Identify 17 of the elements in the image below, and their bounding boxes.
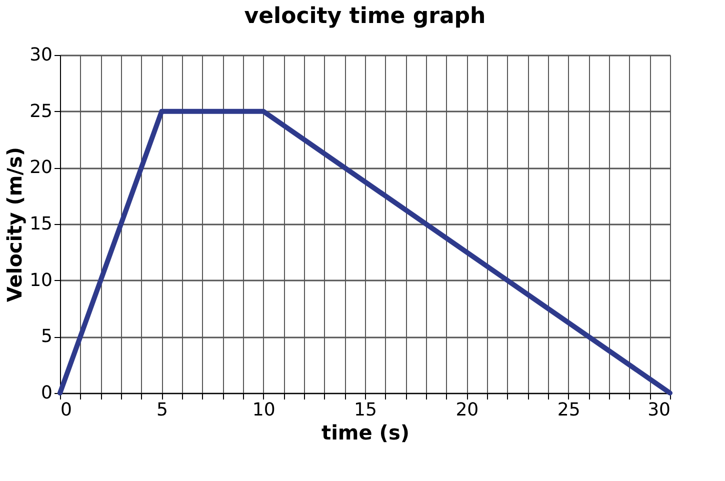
x-tick-label: 0 — [60, 400, 72, 420]
y-tick-label: 15 — [30, 214, 52, 234]
y-axis-title: Velocity (m/s) — [2, 146, 27, 302]
x-tick-label: 15 — [354, 400, 377, 420]
y-tick-label: 5 — [41, 326, 52, 348]
x-tick-label: 30 — [648, 400, 670, 420]
y-tick-label: 30 — [30, 44, 52, 66]
x-tick-label: 20 — [456, 400, 479, 420]
y-tick-label: 10 — [30, 270, 52, 291]
y-tick-label: 25 — [30, 100, 52, 122]
x-tick-label: 25 — [557, 400, 580, 420]
y-tick-label: 20 — [30, 157, 52, 178]
x-tick-label: 10 — [252, 400, 276, 420]
x-axis-title: time (s) — [322, 420, 410, 444]
x-tick-label: 5 — [156, 400, 168, 420]
y-tick-label: 0 — [41, 382, 52, 404]
chart-title: velocity time graph — [244, 4, 486, 29]
